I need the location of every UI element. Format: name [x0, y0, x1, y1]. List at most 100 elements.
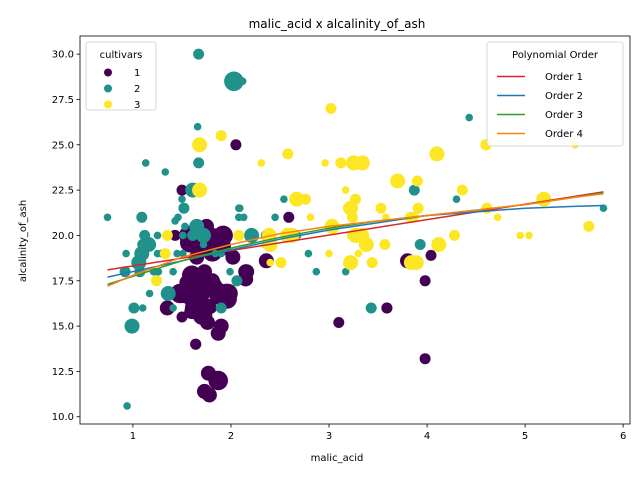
- data-point-cultivar-2: [280, 195, 288, 203]
- data-point-cultivar-1: [184, 304, 200, 320]
- legend-box: [85, 41, 157, 111]
- chart-title: malic_acid x alcalinity_of_ash: [249, 17, 426, 31]
- data-point-cultivar-2: [199, 240, 208, 249]
- y-tick-label: 30.0: [52, 50, 74, 61]
- x-tick-label: 5: [522, 431, 528, 442]
- legend-entry-label: Order 1: [545, 72, 583, 83]
- data-point-cultivar-2: [123, 402, 131, 410]
- legend-title: Polynomial Order: [512, 50, 599, 61]
- legend-entry-label: Order 3: [545, 110, 583, 121]
- data-point-cultivar-3: [343, 202, 355, 214]
- data-point-cultivar-2: [452, 195, 461, 203]
- data-point-cultivar-2: [193, 122, 202, 131]
- data-point-cultivar-2: [271, 213, 279, 222]
- data-point-cultivar-1: [190, 338, 202, 350]
- data-point-cultivar-2: [153, 231, 162, 240]
- data-point-cultivar-2: [169, 304, 177, 312]
- data-point-cultivar-1: [191, 272, 212, 293]
- data-point-cultivar-2: [181, 222, 189, 231]
- y-axis-label: alcalinity_of_ash: [18, 200, 29, 282]
- data-point-cultivar-3: [516, 231, 524, 240]
- data-point-cultivar-3: [354, 249, 363, 258]
- data-point-cultivar-2: [145, 289, 154, 298]
- data-point-cultivar-1: [419, 275, 431, 287]
- data-point-cultivar-3: [366, 257, 378, 269]
- data-point-cultivar-1: [176, 311, 188, 323]
- data-point-cultivar-3: [257, 159, 266, 167]
- data-point-cultivar-2: [238, 77, 247, 86]
- data-point-cultivar-1: [195, 296, 210, 312]
- data-point-cultivar-1: [333, 317, 345, 328]
- data-point-cultivar-1: [176, 184, 188, 196]
- data-point-cultivar-2: [127, 322, 135, 330]
- data-point-cultivar-2: [141, 159, 150, 167]
- data-point-cultivar-3: [493, 213, 502, 222]
- x-tick-label: 2: [228, 431, 234, 442]
- data-point-cultivar-2: [179, 249, 187, 258]
- data-point-cultivar-2: [224, 71, 244, 92]
- data-point-cultivar-2: [236, 204, 244, 212]
- data-point-cultivar-2: [138, 304, 147, 312]
- axes-frame: [79, 35, 631, 425]
- data-point-cultivar-3: [282, 148, 294, 160]
- data-point-cultivar-2: [341, 267, 350, 276]
- data-point-cultivar-2: [173, 249, 181, 258]
- legend-entry-label: 3: [134, 100, 140, 111]
- data-point-cultivar-1: [200, 365, 216, 381]
- data-point-cultivar-2: [128, 302, 140, 314]
- data-point-cultivar-1: [425, 249, 437, 261]
- data-point-cultivar-1: [159, 300, 175, 316]
- data-point-cultivar-3: [346, 155, 361, 171]
- data-point-cultivar-3: [379, 239, 391, 250]
- data-point-cultivar-2: [226, 267, 234, 276]
- data-point-cultivar-2: [161, 168, 170, 176]
- data-point-cultivar-2: [365, 302, 377, 314]
- data-point-cultivar-3: [390, 173, 406, 189]
- data-point-cultivar-3: [583, 220, 595, 232]
- legend-entry-label: 1: [134, 68, 140, 79]
- data-point-cultivar-3: [151, 275, 162, 287]
- x-tick-label: 6: [620, 431, 626, 442]
- data-point-cultivar-2: [312, 267, 321, 276]
- y-tick-label: 15.0: [52, 322, 74, 333]
- legend-entry-label: Order 2: [545, 91, 583, 102]
- data-point-cultivar-3: [306, 213, 315, 222]
- data-point-cultivar-2: [196, 227, 211, 243]
- data-point-cultivar-2: [122, 249, 130, 258]
- data-point-cultivar-3: [321, 159, 329, 167]
- data-point-cultivar-2: [414, 239, 426, 250]
- x-axis-label: malic_acid: [311, 453, 364, 464]
- data-point-cultivar-3: [215, 130, 227, 142]
- data-point-cultivar-1: [169, 229, 181, 241]
- data-point-cultivar-3: [275, 257, 287, 269]
- data-point-cultivar-1: [230, 139, 242, 151]
- data-point-cultivar-1: [238, 264, 254, 280]
- axes: 1 2 3 4 5 6 10.0 12.5 15.0 17.5 20.0 22.5 25.0 27.5 30…: [52, 35, 631, 442]
- data-point-cultivar-3: [412, 202, 424, 214]
- data-point-cultivar-1: [213, 318, 229, 334]
- legend-marker: [104, 100, 112, 109]
- data-point-cultivar-1: [200, 315, 215, 330]
- data-point-cultivar-2: [103, 213, 112, 222]
- data-point-cultivar-3: [161, 229, 173, 241]
- data-point-cultivar-2: [215, 302, 227, 314]
- legend-cultivars: cultivars 1 2 3: [85, 41, 157, 111]
- data-point-cultivar-3: [192, 182, 208, 198]
- data-point-cultivar-3: [347, 211, 358, 223]
- data-point-cultivar-3: [456, 184, 468, 196]
- legend-entry-label: 2: [134, 84, 140, 95]
- data-point-cultivar-1: [179, 275, 195, 291]
- data-point-cultivar-2: [179, 231, 187, 240]
- legend-marker: [104, 68, 112, 77]
- data-point-cultivar-1: [381, 302, 393, 314]
- legend-title: cultivars: [100, 50, 143, 61]
- data-point-cultivar-3: [300, 193, 311, 205]
- fit-line-order-2: [107, 204, 604, 278]
- data-point-cultivar-3: [536, 191, 552, 207]
- data-point-cultivar-2: [187, 229, 199, 241]
- data-point-cultivar-3: [289, 193, 301, 205]
- data-point-cultivar-2: [409, 186, 418, 194]
- data-point-cultivar-3: [325, 249, 333, 258]
- data-point-cultivar-3: [233, 229, 245, 241]
